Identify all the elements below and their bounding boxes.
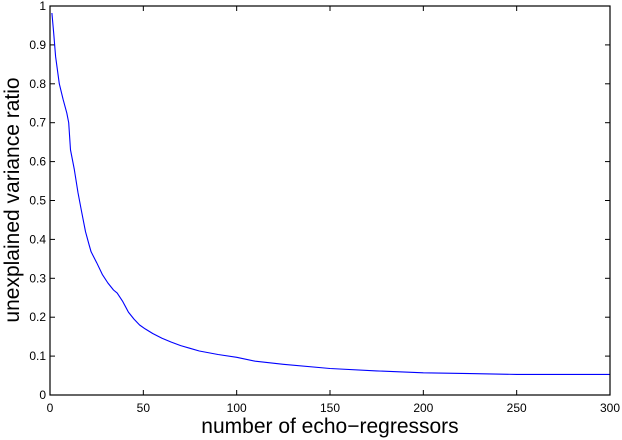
x-tick-label: 0 <box>47 401 54 415</box>
x-tick-label: 300 <box>600 401 620 415</box>
plot-background <box>50 6 610 395</box>
y-tick-label: 0.9 <box>29 38 46 52</box>
y-tick-label: 0.4 <box>29 232 46 246</box>
x-tick-label: 100 <box>227 401 247 415</box>
plot-frame <box>49 5 611 396</box>
y-tick-label: 0.3 <box>29 271 46 285</box>
y-tick-label: 0.1 <box>29 349 46 363</box>
y-tick-label: 0.5 <box>29 194 46 208</box>
data-line <box>51 12 610 375</box>
y-tick-label: 0.7 <box>29 116 46 130</box>
x-tick-label: 200 <box>413 401 433 415</box>
y-tick-label: 0.6 <box>29 155 46 169</box>
y-tick-label: 1 <box>39 0 46 13</box>
tick-labels: 0 50 100 150 200 250 300 0 0.1 0.2 0.3 0.4 0.5 0.6 0.7… <box>29 0 620 415</box>
y-tick-label: 0.2 <box>29 310 46 324</box>
x-axis-label: number of echo−regressors <box>201 415 458 438</box>
y-tick-label: 0 <box>39 388 46 402</box>
y-axis-label: unexplained variance ratio <box>1 77 24 322</box>
x-tick-label: 50 <box>137 401 151 415</box>
x-tick-label: 150 <box>320 401 340 415</box>
x-tick-label: 250 <box>507 401 527 415</box>
y-tick-label: 0.8 <box>29 77 46 91</box>
